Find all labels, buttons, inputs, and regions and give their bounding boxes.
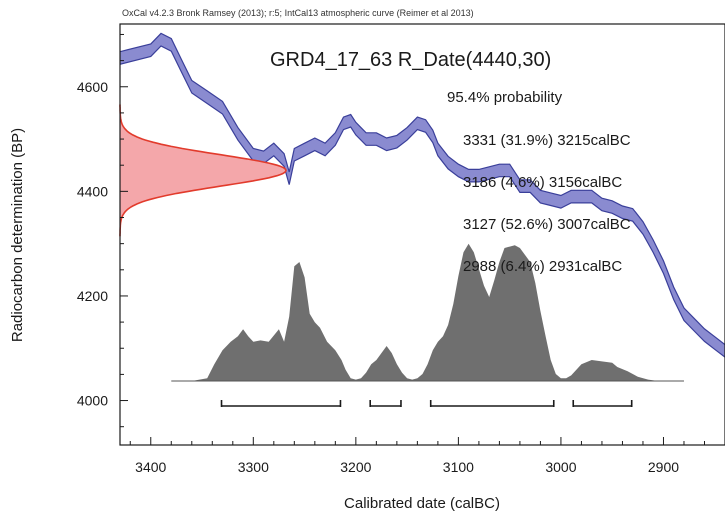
plot-frame	[119, 23, 725, 446]
y-tick-label: 4400	[77, 183, 108, 199]
y-tick-label: 4600	[77, 79, 108, 95]
posterior-area	[171, 243, 685, 381]
y-axis: 4000 4200 4400 4600	[77, 33, 128, 428]
y-axis-label: Radiocarbon determination (BP)	[9, 128, 26, 342]
software-header: OxCal v4.2.3 Bronk Ramsey (2013); r:5; I…	[122, 8, 474, 18]
posterior-distribution	[171, 243, 685, 382]
range-label-1: 3331 (31.9%) 3215calBC	[463, 132, 631, 149]
x-tick-label: 3200	[340, 459, 371, 475]
x-axis-label: Calibrated date (calBC)	[344, 495, 500, 512]
measurement-outline	[119, 104, 287, 237]
x-tick-label: 3000	[545, 459, 576, 475]
x-tick-label: 3400	[135, 459, 166, 475]
range-label-2: 3186 (4.6%) 3156calBC	[463, 174, 622, 191]
x-axis: 3400 3300 3200 3100 3000 2900	[129, 437, 705, 475]
calibration-band	[120, 33, 725, 358]
x-tick-label: 3300	[238, 459, 269, 475]
range-label-4: 2988 (6.4%) 2931calBC	[463, 258, 622, 275]
calibration-curve	[120, 32, 725, 358]
hpd-range-bars	[220, 400, 633, 407]
probability-label: 95.4% probability	[447, 89, 563, 106]
x-tick-label: 2900	[648, 459, 679, 475]
y-tick-label: 4000	[77, 393, 108, 409]
range-label-3: 3127 (52.6%) 3007calBC	[463, 216, 631, 233]
measurement-distribution	[119, 104, 287, 237]
measurement-area	[120, 104, 286, 237]
y-tick-label: 4200	[77, 288, 108, 304]
calibration-upper-line	[120, 32, 725, 346]
chart-title: GRD4_17_63 R_Date(4440,30)	[270, 49, 551, 71]
x-tick-label: 3100	[443, 459, 474, 475]
